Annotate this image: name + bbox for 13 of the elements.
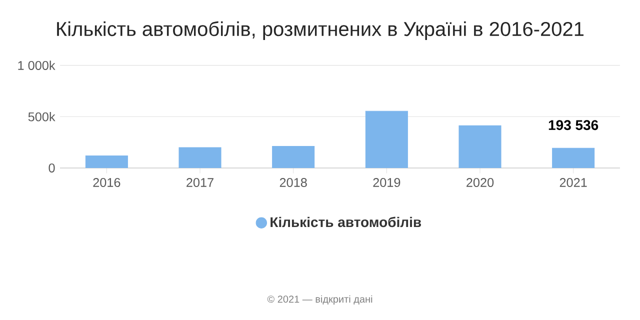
text: © 2021 — відкриті дані <box>267 295 372 305</box>
x-tick-label: 2019 <box>373 178 400 188</box>
x-tick-label: 2017 <box>186 178 214 188</box>
legend-label: Кількість автомобілів <box>270 216 421 228</box>
y-tick-label: 1 000k <box>18 60 56 70</box>
data-label: 193 536 <box>548 120 598 130</box>
y-tick-label: 0 <box>48 164 55 172</box>
x-tick-label: 2018 <box>280 178 307 188</box>
x-tick-label: 2020 <box>466 178 494 188</box>
chart-title: Кількість автомобілів, розмитнених в Україні в 2016-2021 <box>57 21 584 40</box>
x-tick-label: 2016 <box>93 178 120 188</box>
y-tick-label: 500k <box>28 112 56 122</box>
x-tick-label: 2021 <box>560 178 587 188</box>
